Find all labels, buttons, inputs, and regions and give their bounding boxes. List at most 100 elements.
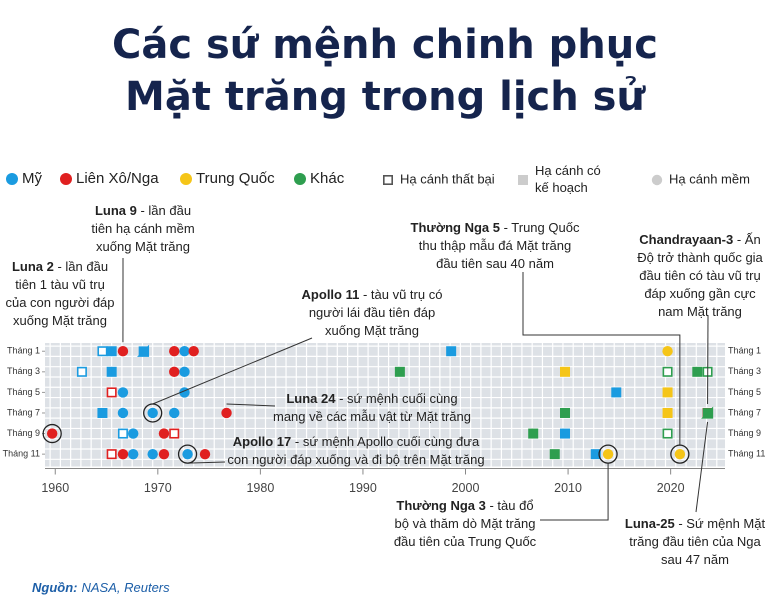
data-point	[117, 428, 128, 439]
y-tick-label: Tháng 1	[728, 346, 761, 356]
annotation-title: Thường Nga 5	[411, 220, 500, 235]
y-tick-label: Tháng 1	[7, 346, 40, 356]
leader-line	[522, 272, 681, 446]
data-point	[179, 346, 190, 357]
source-label: Nguồn:	[32, 580, 77, 595]
data-point	[117, 387, 129, 398]
data-point	[97, 407, 108, 418]
data-point	[662, 428, 673, 439]
annotation-text: - Ấn	[733, 232, 760, 247]
highlight-ring	[42, 423, 62, 444]
data-point	[674, 448, 686, 460]
data-point	[169, 366, 180, 378]
y-tick-label: Tháng 11	[728, 449, 765, 459]
data-point	[560, 428, 570, 439]
data-point	[147, 448, 158, 460]
data-point	[106, 387, 117, 398]
data-point	[199, 448, 211, 460]
data-point	[662, 407, 673, 418]
annotation-text: bộ và thăm dò Mặt trăng	[395, 516, 536, 531]
y-tick-label: Tháng 11	[3, 449, 40, 459]
data-point	[560, 366, 570, 377]
data-point	[46, 428, 58, 439]
annotation: bộ và thăm dò Mặt trăng	[395, 516, 536, 531]
source-text: NASA, Reuters	[81, 580, 170, 595]
annotation: tiên hạ cánh mềm	[91, 221, 194, 236]
highlight-ring	[143, 403, 163, 423]
x-tick-label: 2020	[657, 481, 685, 495]
highlight-ring	[177, 444, 198, 464]
x-tick-label: 2000	[452, 481, 480, 495]
annotation: Thường Nga 3 - tàu đổ	[396, 498, 533, 513]
data-point	[76, 366, 87, 377]
annotation: đầu tiên của Trung Quốc	[394, 534, 537, 549]
leader-line	[695, 421, 709, 513]
x-tick-label: 1960	[41, 481, 69, 495]
data-point	[602, 448, 614, 460]
chart-title: Mặt trăng trong lịch sử	[125, 74, 646, 120]
annotation-text: đầu tiên có tàu vũ trụ	[639, 268, 760, 283]
annotation: Apollo 11 - tàu vũ trụ có	[302, 287, 443, 302]
annotation-text: Độ trở thành quốc gia	[637, 250, 763, 265]
data-point	[169, 407, 180, 419]
annotation: thu thập mẫu đá Mặt trăng	[419, 238, 571, 253]
leader-line	[187, 461, 226, 464]
annotation-title: Luna 9	[95, 203, 137, 218]
data-point	[97, 346, 108, 357]
annotation: tiên 1 tàu vũ trụ	[15, 277, 105, 292]
annotation-text: người lái đầu tiên đáp	[309, 305, 435, 320]
annotation-text: - lần đầu	[137, 203, 191, 218]
legend-marker	[651, 174, 663, 186]
data-point	[169, 346, 180, 357]
annotation-text: thu thập mẫu đá Mặt trăng	[419, 238, 571, 253]
data-point	[662, 346, 673, 357]
chart-title: Các sứ mệnh chinh phục	[112, 22, 658, 68]
data-point	[560, 407, 570, 418]
data-point	[446, 346, 457, 357]
x-tick-label: 2010	[554, 481, 582, 495]
legend-label: Hạ cánh có	[535, 163, 601, 178]
annotation-text: đầu tiên sau 40 năm	[436, 256, 554, 271]
annotation: nam Mặt trăng	[658, 304, 742, 319]
data-point	[188, 346, 199, 357]
annotation: đáp xuống gần cực	[644, 286, 756, 301]
annotation: người lái đầu tiên đáp	[309, 305, 435, 320]
annotation: đầu tiên sau 40 năm	[436, 256, 554, 271]
legend-marker	[518, 175, 528, 185]
annotation: đầu tiên có tàu vũ trụ	[639, 268, 760, 283]
annotation-text: mang về các mẫu vật từ Mặt trăng	[273, 409, 471, 424]
annotation: Độ trở thành quốc gia	[637, 250, 763, 265]
legend-marker	[6, 173, 18, 185]
x-tick-label: 1990	[349, 481, 377, 495]
annotation: trăng đầu tiên của Nga	[629, 534, 761, 549]
annotation-text: xuống Mặt trăng	[96, 239, 190, 254]
data-point	[662, 366, 673, 377]
legend-marker	[294, 173, 306, 185]
annotation-title: Luna 24	[286, 391, 336, 406]
annotation-text: - sứ mệnh Apollo cuối cùng đưa	[291, 434, 480, 449]
data-point	[611, 387, 622, 398]
data-point	[549, 449, 560, 460]
annotation-text: - Sứ mệnh Mặt	[675, 516, 766, 531]
legend-marker	[60, 173, 72, 185]
y-tick-label: Tháng 9	[7, 428, 40, 438]
annotation: xuống Mặt trăng	[13, 313, 107, 328]
annotation-text: nam Mặt trăng	[658, 304, 742, 319]
annotation: sau 47 năm	[661, 552, 729, 567]
data-point	[128, 428, 139, 439]
data-point	[117, 407, 129, 419]
legend-marker	[382, 175, 393, 186]
annotation: Luna 24 - sứ mệnh cuối cùng	[286, 391, 457, 406]
legend-marker	[180, 173, 192, 185]
legend-label: Trung Quốc	[196, 170, 275, 187]
data-point	[147, 407, 158, 419]
data-point	[137, 344, 150, 357]
data-point	[701, 406, 714, 419]
y-tick-label: Tháng 5	[7, 387, 40, 397]
annotation-text: - Trung Quốc	[500, 220, 580, 235]
data-point	[528, 428, 539, 439]
annotation: Thường Nga 5 - Trung Quốc	[411, 220, 580, 235]
data-point	[221, 407, 232, 419]
annotation: mang về các mẫu vật từ Mặt trăng	[273, 409, 471, 424]
annotation: Chandrayaan-3 - Ấn	[639, 232, 760, 247]
